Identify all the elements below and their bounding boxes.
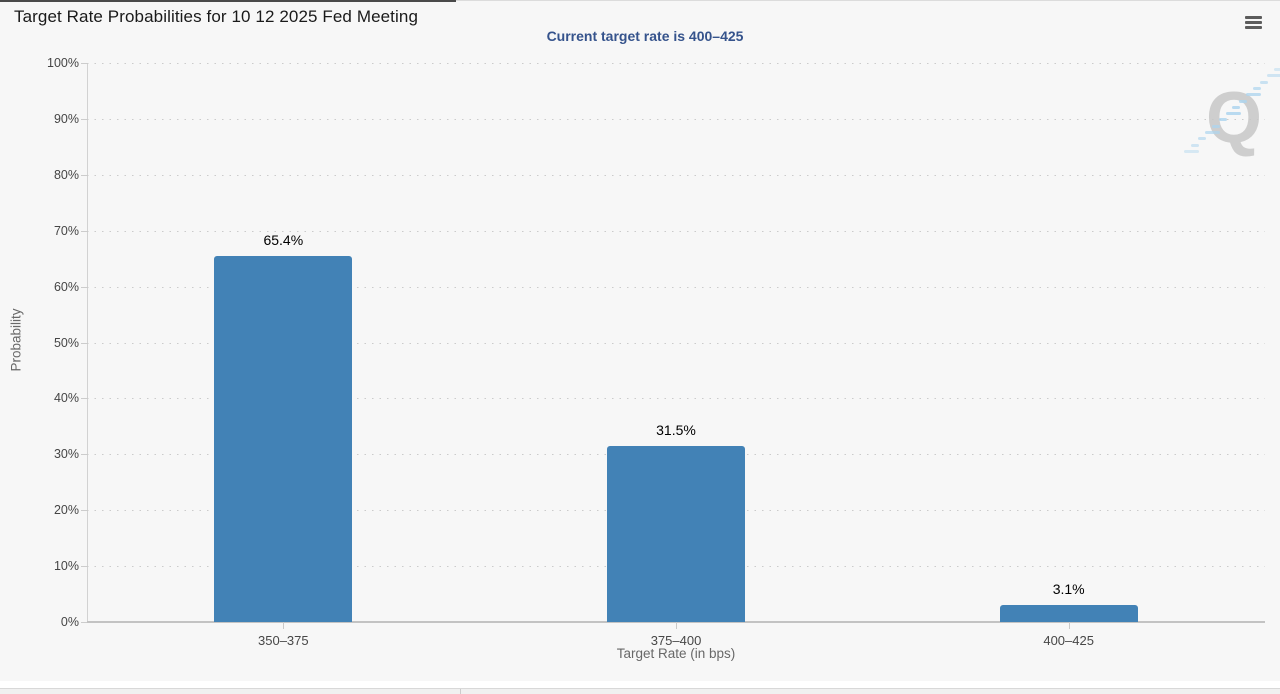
y-axis-tick bbox=[81, 63, 87, 64]
probability-bar-375–400[interactable] bbox=[607, 445, 745, 622]
bar-value-label: 3.1% bbox=[1052, 580, 1085, 597]
probability-bar-400–425[interactable] bbox=[999, 604, 1138, 622]
plot-area: 0% 10% 20% 30% 40% 50% 60% 70% 80% 90% 100% 65.4% 35… bbox=[47, 56, 1265, 648]
x-axis-tick bbox=[1068, 622, 1070, 629]
y-axis-tick bbox=[81, 398, 87, 400]
chart-subtitle: Current target rate is 400–425 bbox=[546, 28, 744, 44]
x-axis-category-label: 400–425 bbox=[1043, 633, 1094, 648]
y-axis-tick bbox=[81, 118, 87, 120]
y-axis-label: 40% bbox=[53, 391, 79, 406]
watermark-swoosh-dash bbox=[1190, 143, 1199, 147]
bar-value-label: 65.4% bbox=[263, 232, 304, 249]
watermark-swoosh-dash bbox=[1267, 74, 1280, 78]
x-axis-tick bbox=[283, 622, 285, 629]
x-axis-title: Target Rate (in bps) bbox=[616, 646, 736, 661]
y-axis-label: 90% bbox=[53, 111, 79, 126]
footer-gap bbox=[0, 681, 1280, 688]
watermark-swoosh-dash bbox=[1274, 68, 1280, 71]
watermark-swoosh-dash bbox=[1204, 131, 1220, 135]
watermark-swoosh-dash bbox=[1260, 80, 1269, 84]
y-axis-tick bbox=[81, 454, 87, 456]
gridline bbox=[87, 63, 1265, 64]
hamburger-icon bbox=[1244, 26, 1262, 29]
y-axis-label: 50% bbox=[53, 335, 79, 350]
probability-bar-350–375[interactable] bbox=[214, 256, 353, 622]
y-axis-tick bbox=[81, 230, 87, 232]
watermark-swoosh-dash bbox=[1253, 86, 1262, 90]
y-axis-tick bbox=[81, 566, 87, 568]
watermark-swoosh-dash bbox=[1218, 118, 1227, 122]
y-axis-label: 100% bbox=[47, 56, 79, 70]
y-axis-label: 80% bbox=[53, 167, 79, 182]
export-menu-button[interactable] bbox=[1241, 12, 1265, 34]
x-axis-category-label: 375–400 bbox=[650, 633, 702, 648]
watermark-swoosh-dash bbox=[1197, 137, 1206, 141]
y-axis-tick bbox=[81, 622, 87, 623]
hamburger-icon bbox=[1244, 21, 1262, 24]
y-axis-label: 20% bbox=[53, 503, 79, 518]
x-axis-tick bbox=[676, 622, 677, 629]
y-axis-tick bbox=[81, 286, 87, 288]
x-axis-category-label: 350–375 bbox=[258, 633, 309, 648]
watermark-swoosh-dash bbox=[1225, 112, 1241, 116]
gridline bbox=[87, 230, 1265, 232]
table-header-divider bbox=[460, 689, 461, 694]
top-border-left-segment bbox=[0, 0, 456, 2]
y-axis-label: 10% bbox=[53, 559, 79, 574]
gridline bbox=[87, 118, 1265, 120]
watermark-swoosh-dash bbox=[1246, 93, 1262, 97]
watermark-swoosh-dash bbox=[1211, 124, 1220, 128]
hamburger-icon bbox=[1244, 16, 1262, 19]
watermark-swoosh-dash bbox=[1239, 99, 1248, 103]
bar-value-label: 31.5% bbox=[656, 421, 696, 438]
y-axis-tick bbox=[81, 174, 87, 176]
y-axis-label: 60% bbox=[53, 279, 79, 294]
gridline bbox=[87, 342, 1265, 344]
table-header-sliver bbox=[0, 688, 1280, 694]
watermark-swoosh-dash bbox=[1184, 150, 1199, 153]
y-axis-label: 0% bbox=[60, 615, 79, 629]
y-axis-label: 70% bbox=[53, 223, 79, 238]
chart-title: Target Rate Probabilities for 10 12 2025… bbox=[14, 7, 418, 26]
watermark-swoosh-dash bbox=[1232, 105, 1241, 109]
gridline bbox=[87, 286, 1265, 288]
top-border bbox=[0, 0, 1280, 1]
gridline bbox=[87, 398, 1265, 400]
y-axis-tick bbox=[81, 342, 87, 344]
y-axis-tick bbox=[81, 510, 87, 512]
y-axis-label: 30% bbox=[53, 447, 79, 462]
gridline bbox=[87, 174, 1265, 176]
